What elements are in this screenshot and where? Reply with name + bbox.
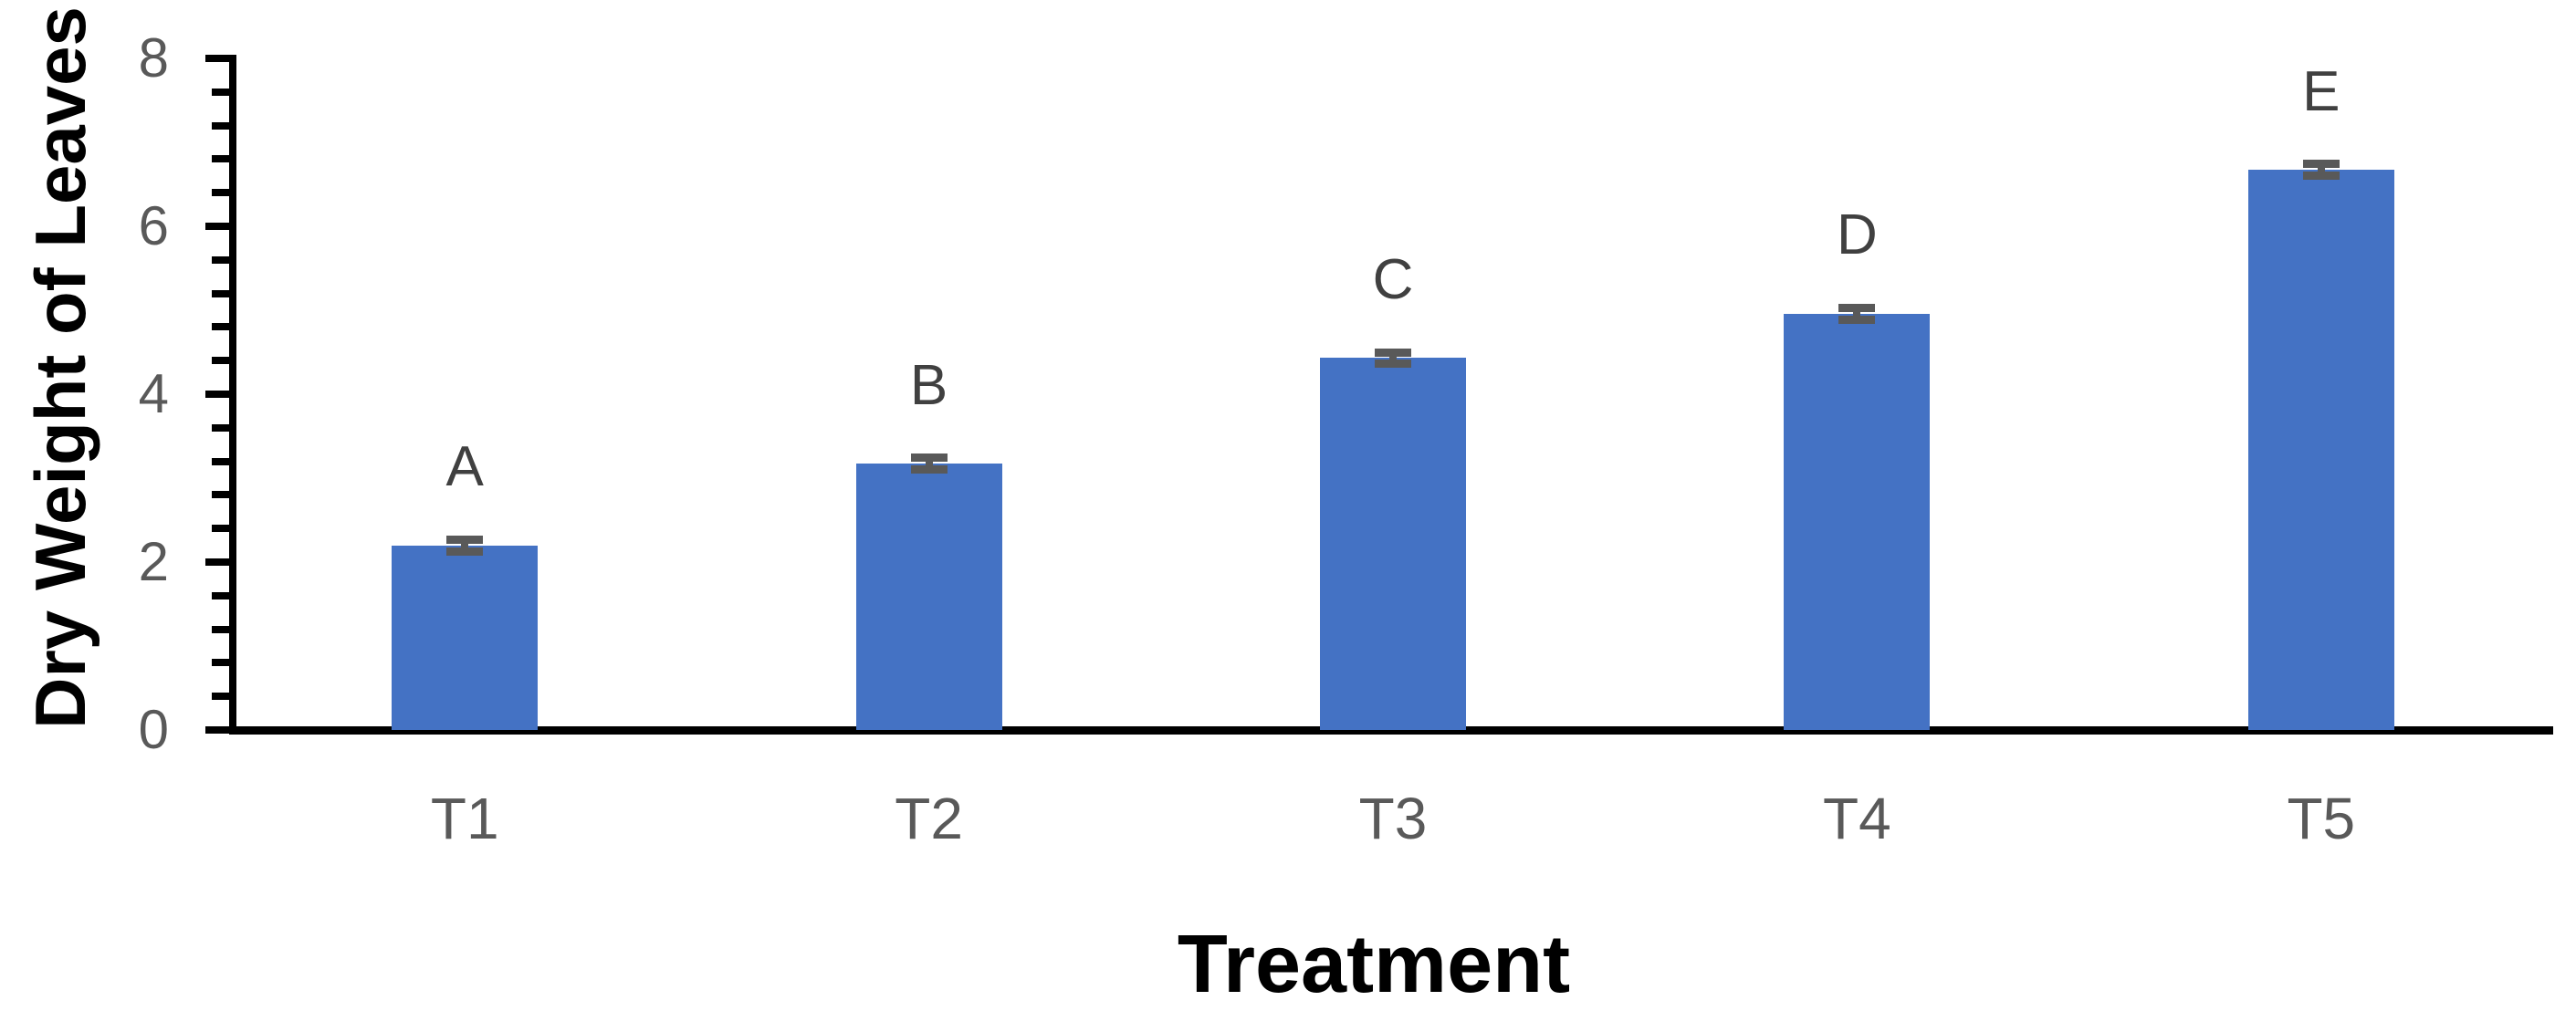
y-minor-tick xyxy=(212,491,229,499)
x-tick-label: T4 xyxy=(1823,786,1891,851)
y-minor-tick xyxy=(212,255,229,264)
error-bar-line xyxy=(925,457,933,470)
y-minor-tick xyxy=(212,591,229,599)
y-minor-tick xyxy=(212,659,229,667)
error-bar-cap-top xyxy=(1838,303,1876,312)
error-bar-cap-top xyxy=(1375,348,1411,357)
bar xyxy=(392,545,539,730)
y-minor-tick xyxy=(212,121,229,130)
y-major-tick xyxy=(205,223,229,230)
error-bar-cap-bottom xyxy=(1375,360,1411,369)
y-major-tick xyxy=(205,391,229,398)
error-bar-line xyxy=(1853,308,1861,320)
error-bar-line xyxy=(2317,163,2325,176)
y-major-tick xyxy=(205,558,229,566)
y-tick-label: 8 xyxy=(138,27,169,89)
error-bar-line xyxy=(1389,352,1397,364)
error-bar-cap-top xyxy=(2302,160,2340,169)
y-tick-label: 6 xyxy=(138,195,169,256)
bar xyxy=(2247,170,2394,730)
y-tick-label: 4 xyxy=(138,363,169,424)
error-bar-line xyxy=(461,539,469,552)
y-minor-tick xyxy=(212,289,229,297)
y-minor-tick xyxy=(212,423,229,432)
y-minor-tick xyxy=(212,88,229,96)
x-axis-line xyxy=(229,726,2553,735)
x-tick-label: T2 xyxy=(895,786,963,851)
y-minor-tick xyxy=(212,357,229,365)
y-tick-label: 2 xyxy=(138,531,169,592)
y-minor-tick xyxy=(212,693,229,701)
bar-letter: D xyxy=(1837,203,1878,267)
bar-letter: E xyxy=(2302,59,2340,123)
error-bar-cap-bottom xyxy=(1838,315,1876,324)
y-minor-tick xyxy=(212,323,229,331)
error-bar-cap-top xyxy=(910,453,948,463)
bar-letter: C xyxy=(1372,248,1414,311)
y-major-tick xyxy=(205,55,229,62)
bar-letter: A xyxy=(445,435,484,499)
x-axis-title: Treatment xyxy=(1177,919,1571,1010)
bar-letter: B xyxy=(909,353,948,417)
error-bar-cap-top xyxy=(446,535,484,544)
error-bar-cap-bottom xyxy=(2302,172,2340,181)
bar xyxy=(855,464,1002,730)
x-tick-label: T1 xyxy=(430,786,499,851)
bar xyxy=(1784,313,1931,730)
bar xyxy=(1320,358,1466,730)
error-bar-cap-bottom xyxy=(910,465,948,474)
x-tick-label: T3 xyxy=(1358,786,1428,851)
y-axis-line xyxy=(229,55,236,734)
y-minor-tick xyxy=(212,457,229,465)
error-bar-cap-bottom xyxy=(446,547,484,556)
y-minor-tick xyxy=(212,525,229,533)
y-major-tick xyxy=(205,726,229,734)
y-minor-tick xyxy=(212,155,229,163)
x-tick-label: T5 xyxy=(2287,786,2356,851)
y-minor-tick xyxy=(212,189,229,197)
y-tick-label: 0 xyxy=(138,699,169,760)
y-minor-tick xyxy=(212,625,229,633)
